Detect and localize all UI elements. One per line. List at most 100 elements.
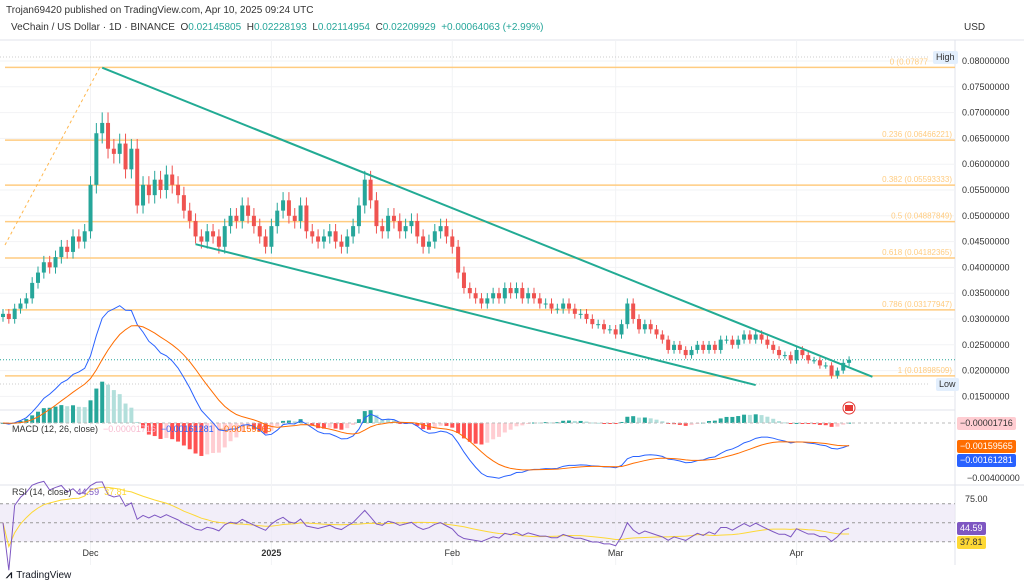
published-info: Trojan69420 published on TradingView.com… <box>6 5 314 16</box>
candle-body <box>520 288 525 299</box>
candle-body <box>467 288 472 294</box>
macd-histogram-bar <box>246 423 251 430</box>
candle-body <box>730 339 735 345</box>
tradingview-logo[interactable]: ⩘ TradingView <box>6 569 71 582</box>
trendline <box>195 243 756 387</box>
candle-body <box>777 349 782 356</box>
candle-body <box>205 231 210 242</box>
macd-histogram-bar <box>100 381 105 423</box>
candle-body <box>53 257 58 268</box>
candle-body <box>123 143 128 170</box>
y-tick-label: 0.03000000 <box>962 314 1010 324</box>
candle-body <box>847 359 852 363</box>
candle-body <box>152 179 157 196</box>
macd-histogram-bar <box>356 419 361 423</box>
macd-histogram-bar <box>707 420 712 423</box>
macd-signal-value: −0.00159565 <box>218 424 272 434</box>
macd-histogram-bar <box>275 423 280 426</box>
candle-body <box>596 324 601 326</box>
macd-hist-tag: −0.00001716 <box>957 417 1016 430</box>
candle-body <box>491 293 496 299</box>
macd-histogram-bar <box>321 423 326 429</box>
candle-body <box>82 231 87 242</box>
macd-histogram-bar <box>584 421 589 423</box>
change-value: +0.00064063 (+2.99%) <box>441 22 544 33</box>
candle-body <box>526 293 531 299</box>
candle-body <box>718 339 723 350</box>
candle-body <box>304 205 309 232</box>
macd-histogram-bar <box>566 420 571 423</box>
macd-histogram-bar <box>689 423 694 426</box>
candle-body <box>333 231 338 242</box>
macd-histogram-bar <box>590 422 595 424</box>
macd-histogram-bar <box>158 423 163 439</box>
candle-body <box>59 246 64 258</box>
macd-histogram-bar <box>193 423 198 454</box>
rsi-value: 44.59 <box>76 487 100 497</box>
rsi-ma-line <box>2 486 850 549</box>
macd-histogram-bar <box>602 423 607 424</box>
open-label: O <box>180 22 189 33</box>
candle-body <box>689 349 694 356</box>
candle-body <box>578 313 583 315</box>
macd-histogram-bar <box>502 423 507 433</box>
candle-body <box>496 293 501 299</box>
y-tick-label: 0.02500000 <box>962 340 1010 350</box>
macd-histogram-bar <box>240 423 245 432</box>
candle-body <box>607 329 612 331</box>
macd-histogram-bar <box>456 423 461 433</box>
macd-histogram-bar <box>461 423 466 439</box>
macd-histogram-bar <box>397 423 402 424</box>
macd-histogram-bar <box>508 423 513 430</box>
macd-histogram-bar <box>59 405 64 423</box>
macd-histogram-bar <box>415 423 420 426</box>
macd-histogram-bar <box>211 423 216 453</box>
macd-line <box>2 305 850 479</box>
macd-histogram-bar <box>106 384 111 423</box>
macd-legend: MACD (12, 26, close) −0.00001716 −0.0016… <box>12 424 272 434</box>
candle-body <box>707 344 712 350</box>
macd-histogram-bar <box>479 423 484 445</box>
candle-body <box>666 339 671 350</box>
macd-histogram-bar <box>730 416 735 423</box>
macd-histogram-bar <box>625 416 630 423</box>
x-tick-label: 2025 <box>261 548 281 558</box>
macd-histogram-bar <box>263 423 268 434</box>
tradingview-icon: ⩘ <box>6 569 13 581</box>
symbol-name[interactable]: VeChain / US Dollar · 1D · BINANCE <box>11 22 175 33</box>
candle-body <box>117 143 122 154</box>
candle-body <box>572 308 577 314</box>
macd-histogram-bar <box>642 417 647 423</box>
macd-histogram-bar <box>421 423 426 430</box>
macd-histogram-bar <box>181 423 186 446</box>
candle-body <box>310 231 315 237</box>
open-value: 0.02145805 <box>188 22 242 33</box>
y-tick-label: 0.02000000 <box>962 366 1010 376</box>
flag-icon-fill <box>845 405 853 411</box>
y-tick-label: 0.07000000 <box>962 108 1010 118</box>
macd-histogram-bar <box>637 417 642 423</box>
macd-histogram-bar <box>362 411 367 423</box>
candle-body <box>812 360 817 362</box>
macd-histogram-bar <box>596 422 601 424</box>
macd-histogram-bar <box>491 423 496 440</box>
candle-body <box>146 184 151 196</box>
macd-histogram-bar <box>41 408 46 423</box>
macd-histogram-bar <box>146 423 151 435</box>
candle-body <box>508 288 513 294</box>
candle-body <box>654 329 659 335</box>
candle-body <box>701 344 706 350</box>
macd-histogram-bar <box>444 423 449 426</box>
rsi-legend: RSI (14, close) 44.59 37.81 <box>12 487 127 497</box>
high-value: 0.02228193 <box>253 22 307 33</box>
candle-body <box>41 262 46 273</box>
fib-level-label: 0.786 (0.03177947) <box>882 300 952 309</box>
macd-histogram-bar <box>537 422 542 424</box>
candle-body <box>788 355 793 361</box>
candle-body <box>683 349 688 356</box>
candle-body <box>724 339 729 341</box>
candle-body <box>12 308 17 319</box>
high-label: H <box>246 22 254 33</box>
macd-histogram-bar <box>205 423 210 455</box>
